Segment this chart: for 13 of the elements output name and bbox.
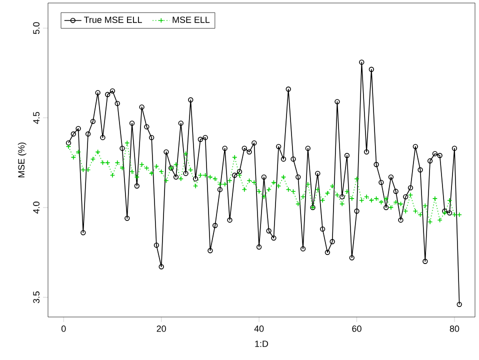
x-tick-label: 40 (254, 326, 264, 332)
legend-label: MSE ELL (172, 16, 210, 23)
x-axis-title: 1:D (255, 340, 268, 347)
x-tick-label: 20 (156, 326, 166, 332)
x-tick-label: 60 (352, 326, 362, 332)
y-tick-label: 3.5 (33, 291, 40, 304)
y-axis-title: MSE (%) (18, 142, 26, 178)
x-tick-label: 80 (450, 326, 460, 332)
y-tick-label: 4.5 (33, 112, 40, 124)
x-tick-label: 0 (61, 326, 66, 332)
y-tick-label: 5.0 (33, 22, 40, 34)
y-tick-label: 4.0 (33, 202, 40, 214)
legend-label: True MSE ELL (84, 16, 142, 23)
